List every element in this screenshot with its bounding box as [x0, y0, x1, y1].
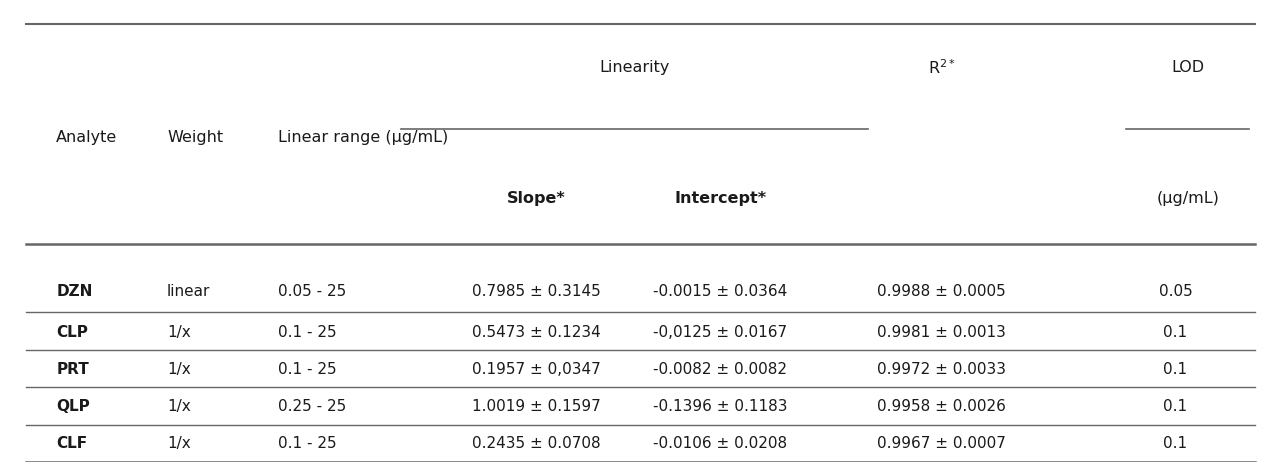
Text: QLP: QLP	[56, 399, 90, 414]
Text: 0.1: 0.1	[1163, 436, 1187, 451]
Text: linear: linear	[167, 284, 210, 299]
Text: 0.2435 ± 0.0708: 0.2435 ± 0.0708	[471, 436, 601, 451]
Text: 1/x: 1/x	[167, 399, 191, 414]
Text: 0.9988 ± 0.0005: 0.9988 ± 0.0005	[877, 284, 1006, 299]
Text: 0.1 - 25: 0.1 - 25	[278, 362, 337, 377]
Text: (µg/mL): (µg/mL)	[1157, 191, 1220, 207]
Text: CLP: CLP	[56, 325, 88, 340]
Text: 0.1: 0.1	[1163, 399, 1187, 414]
Text: 1/x: 1/x	[167, 325, 191, 340]
Text: 0.05: 0.05	[1158, 284, 1193, 299]
Text: -0.0106 ± 0.0208: -0.0106 ± 0.0208	[653, 436, 788, 451]
Text: 0.7985 ± 0.3145: 0.7985 ± 0.3145	[471, 284, 601, 299]
Text: -0.1396 ± 0.1183: -0.1396 ± 0.1183	[653, 399, 788, 414]
Text: -0.0015 ± 0.0364: -0.0015 ± 0.0364	[653, 284, 788, 299]
Text: 0.9958 ± 0.0026: 0.9958 ± 0.0026	[877, 399, 1007, 414]
Text: -0.0082 ± 0.0082: -0.0082 ± 0.0082	[653, 362, 788, 377]
Text: 0.5473 ± 0.1234: 0.5473 ± 0.1234	[471, 325, 601, 340]
Text: Intercept*: Intercept*	[674, 191, 766, 207]
Text: -0,0125 ± 0.0167: -0,0125 ± 0.0167	[653, 325, 788, 340]
Text: Slope*: Slope*	[506, 191, 565, 207]
Text: CLF: CLF	[56, 436, 87, 451]
Text: 1/x: 1/x	[167, 436, 191, 451]
Text: 0.9967 ± 0.0007: 0.9967 ± 0.0007	[877, 436, 1007, 451]
Text: 0.1957 ± 0,0347: 0.1957 ± 0,0347	[471, 362, 601, 377]
Text: Linearity: Linearity	[600, 60, 670, 75]
Text: R$^{2*}$: R$^{2*}$	[927, 58, 956, 77]
Text: 0.05 - 25: 0.05 - 25	[278, 284, 346, 299]
Text: 0.1 - 25: 0.1 - 25	[278, 436, 337, 451]
Text: Weight: Weight	[167, 130, 223, 145]
Text: Linear range (µg/mL): Linear range (µg/mL)	[278, 130, 448, 145]
Text: 1/x: 1/x	[167, 362, 191, 377]
Text: PRT: PRT	[56, 362, 90, 377]
Text: 0.9972 ± 0.0033: 0.9972 ± 0.0033	[877, 362, 1007, 377]
Text: Analyte: Analyte	[56, 130, 118, 145]
Text: 0.1: 0.1	[1163, 325, 1187, 340]
Text: 0.25 - 25: 0.25 - 25	[278, 399, 346, 414]
Text: 1.0019 ± 0.1597: 1.0019 ± 0.1597	[471, 399, 601, 414]
Text: 0.9981 ± 0.0013: 0.9981 ± 0.0013	[877, 325, 1007, 340]
Text: 0.1: 0.1	[1163, 362, 1187, 377]
Text: LOD: LOD	[1171, 60, 1204, 75]
Text: DZN: DZN	[56, 284, 92, 299]
Text: 0.1 - 25: 0.1 - 25	[278, 325, 337, 340]
